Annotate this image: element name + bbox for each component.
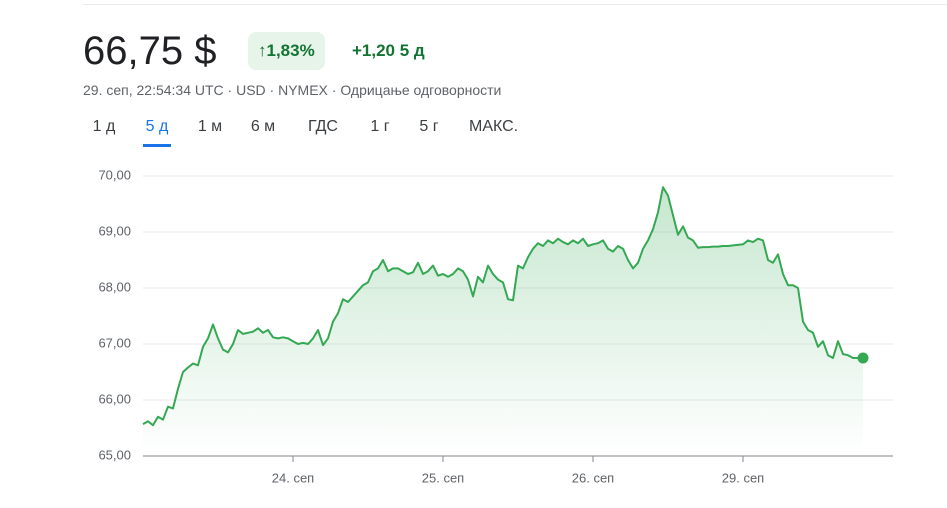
subtitle: 29. сеп, 22:54:34 UTC · USD · NYMEX · Од… bbox=[83, 82, 502, 98]
price-line bbox=[142, 186, 863, 427]
change-pct: 1,83% bbox=[266, 41, 315, 60]
area bbox=[143, 187, 863, 456]
y-tick-label: 67,00 bbox=[98, 335, 131, 350]
arrow-icon: ↑ bbox=[258, 41, 267, 60]
range-tab[interactable]: 1 м bbox=[197, 118, 223, 135]
range-tab[interactable]: 5 д bbox=[143, 114, 171, 147]
change-abs: +1,20 bbox=[352, 41, 396, 60]
range-tab[interactable]: 1 д bbox=[92, 118, 116, 135]
change-badge: ↑1,83% bbox=[248, 32, 325, 70]
change-period: 5 д bbox=[399, 41, 425, 60]
divider bbox=[83, 4, 947, 5]
price: 66,75 $ bbox=[83, 29, 217, 73]
change: +1,20 5 д bbox=[352, 32, 425, 70]
range-tab[interactable]: 1 г bbox=[370, 118, 390, 135]
y-tick-label: 69,00 bbox=[98, 223, 131, 238]
x-tick-label: 26. сеп bbox=[572, 470, 614, 485]
y-tick-label: 70,00 bbox=[98, 167, 131, 182]
last-point bbox=[857, 352, 869, 364]
range-tab[interactable]: МАКС. bbox=[468, 118, 519, 135]
range-tabs: 1 д 5 д 1 м 6 м ГДС 1 г 5 г МАКС. bbox=[90, 114, 533, 147]
x-tick-label: 25. сеп bbox=[422, 470, 464, 485]
y-tick-label: 66,00 bbox=[98, 391, 131, 406]
x-tick-label: 29. сеп bbox=[722, 470, 764, 485]
range-tab[interactable]: 6 м bbox=[250, 118, 276, 135]
y-tick-label: 68,00 bbox=[98, 279, 131, 294]
range-tab[interactable]: ГДС bbox=[308, 118, 338, 135]
range-tab[interactable]: 5 г bbox=[419, 118, 439, 135]
y-tick-label: 65,00 bbox=[98, 447, 131, 462]
x-tick-label: 24. сеп bbox=[272, 470, 314, 485]
